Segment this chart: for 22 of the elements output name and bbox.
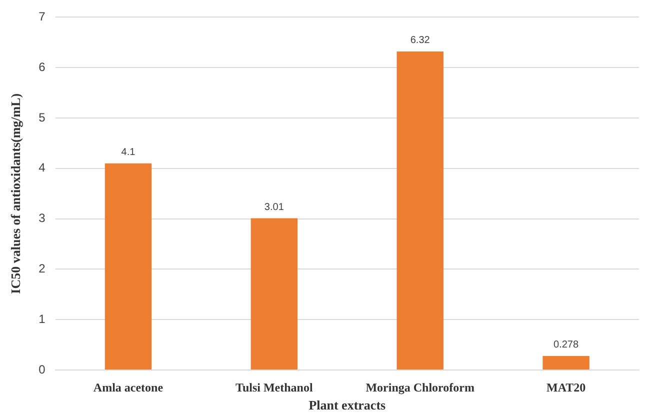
y-tick-label: 6 bbox=[38, 60, 46, 74]
x-tick-label: MAT20 bbox=[546, 380, 586, 394]
y-tick-label: 3 bbox=[38, 211, 46, 226]
data-label: 4.1 bbox=[121, 147, 136, 158]
y-tick-label: 5 bbox=[38, 110, 46, 124]
bar bbox=[542, 356, 590, 370]
y-tick-label: 0 bbox=[38, 362, 46, 376]
y-tick-label: 4 bbox=[38, 160, 46, 175]
bar bbox=[250, 218, 298, 370]
data-label: 0.278 bbox=[554, 340, 579, 351]
y-tick-label: 2 bbox=[38, 262, 46, 276]
bar bbox=[104, 163, 152, 370]
data-label: 3.01 bbox=[264, 202, 284, 214]
y-tick-label: 1 bbox=[38, 312, 46, 326]
x-axis-title: Plant extracts bbox=[308, 398, 386, 413]
y-tick-label: 7 bbox=[38, 10, 46, 24]
x-tick-label: Tulsi Methanol bbox=[236, 380, 314, 394]
data-label: 6.32 bbox=[410, 35, 430, 46]
x-tick-label: Amla acetone bbox=[93, 380, 164, 394]
y-axis-title: IC50 values of antioxidants(mg/mL) bbox=[8, 93, 24, 294]
bar bbox=[396, 51, 444, 370]
x-tick-label: Moringa Chloroform bbox=[366, 380, 474, 394]
